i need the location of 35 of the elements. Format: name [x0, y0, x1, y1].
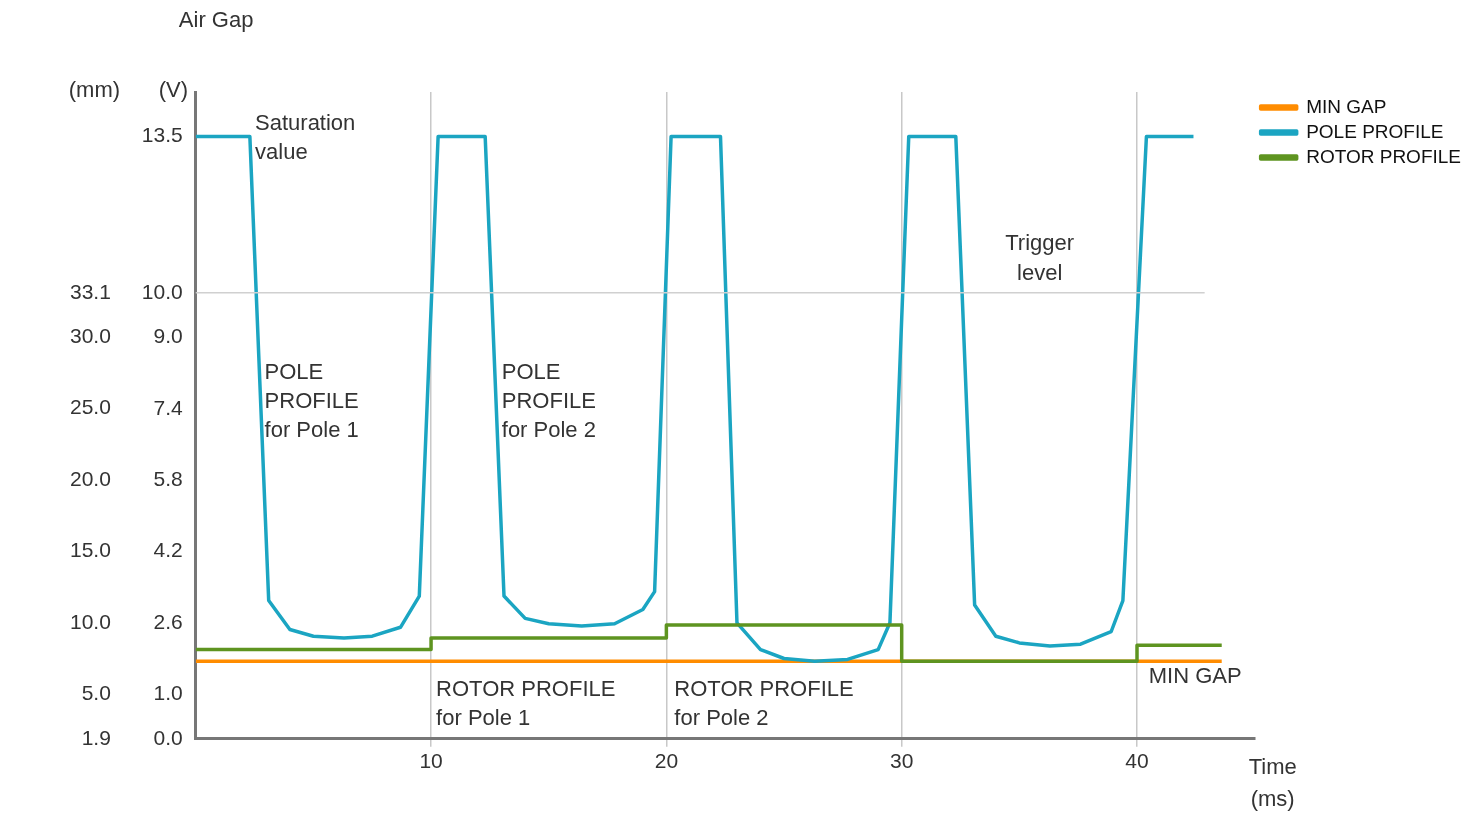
y-tick-label: 1.0	[153, 680, 183, 704]
y-tick-label: 4.2	[153, 538, 183, 562]
y2-tick-label: 33.1	[70, 279, 111, 303]
legend-label: ROTOR PROFILE	[1306, 145, 1461, 167]
annotation: MIN GAP	[1148, 663, 1242, 689]
annotation: POLE PROFILE for Pole 2	[501, 359, 596, 443]
annotation: Saturation value	[255, 110, 356, 165]
y2-tick-label: 10.0	[70, 609, 111, 633]
ref-line-label: Trigger level	[1005, 229, 1075, 285]
y2-axis-title: (mm)	[68, 77, 121, 103]
y-tick-label: 10.0	[141, 279, 183, 303]
x-tick-label: 10	[419, 749, 443, 773]
chart-title: Air Gap	[178, 7, 254, 33]
legend-label: POLE PROFILE	[1306, 120, 1444, 142]
annotation: POLE PROFILE for Pole 1	[264, 359, 359, 443]
y2-tick-label: 25.0	[70, 395, 111, 419]
y2-tick-label: 5.0	[81, 681, 111, 705]
y2-tick-label: 30.0	[70, 323, 111, 347]
y-axis-title: (V)	[158, 77, 188, 103]
x-axis-title: Time (ms)	[1248, 753, 1297, 811]
y-tick-label: 13.5	[141, 123, 183, 147]
x-tick-label: 20	[654, 749, 679, 773]
y-tick-label: 0.0	[153, 725, 183, 749]
y-tick-label: 9.0	[153, 324, 183, 348]
y2-tick-label: 20.0	[70, 466, 111, 490]
y-tick-label: 5.8	[153, 466, 183, 490]
annotation: ROTOR PROFILE for Pole 2	[674, 675, 854, 730]
legend-label: MIN GAP	[1306, 95, 1387, 117]
y-tick-label: 2.6	[153, 609, 183, 633]
x-tick-label: 30	[890, 749, 914, 773]
y2-tick-label: 1.9	[81, 725, 111, 749]
annotation: ROTOR PROFILE for Pole 1	[436, 675, 616, 730]
y2-tick-label: 15.0	[70, 538, 111, 562]
y-tick-label: 7.4	[153, 395, 184, 419]
x-tick-label: 40	[1125, 749, 1149, 773]
